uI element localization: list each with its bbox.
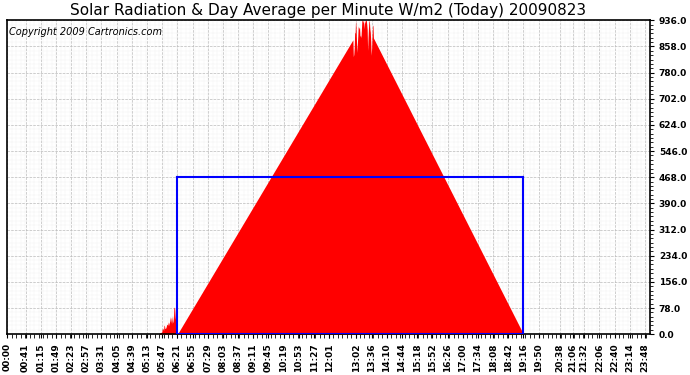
Title: Solar Radiation & Day Average per Minute W/m2 (Today) 20090823: Solar Radiation & Day Average per Minute… [70,3,586,18]
Text: Copyright 2009 Cartronics.com: Copyright 2009 Cartronics.com [8,27,161,37]
